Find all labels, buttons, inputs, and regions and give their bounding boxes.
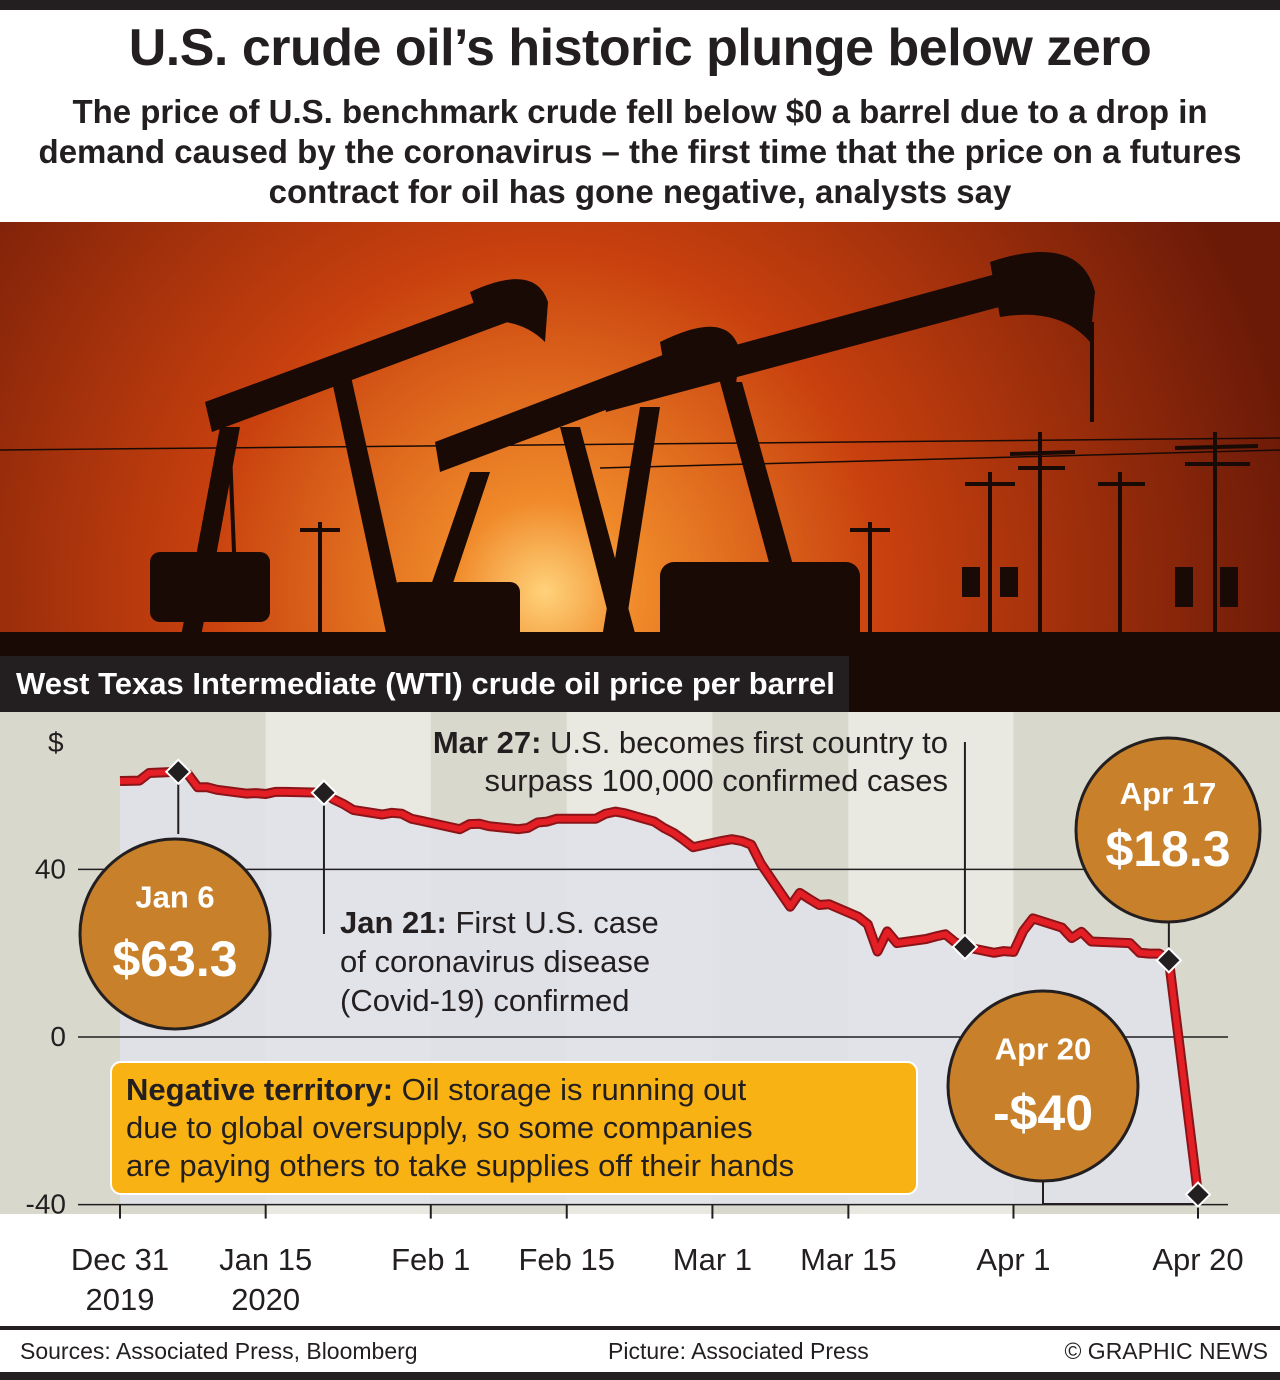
page-title: U.S. crude oil’s historic plunge below z… <box>128 19 1152 77</box>
footer-copyright: © GRAPHIC NEWS <box>1064 1338 1268 1364</box>
mar27-note-line2: surpass 100,000 confirmed cases <box>484 763 948 798</box>
event-marker <box>1184 1181 1212 1208</box>
apr20-bubble <box>946 989 1140 1183</box>
event-marker <box>310 779 338 807</box>
negative-note: Negative territory: Oil storage is runni… <box>126 1072 747 1107</box>
x-tick-label: Apr 1 <box>976 1242 1050 1277</box>
negative-note-part: Negative territory: <box>126 1072 393 1107</box>
y-tick-label: 40 <box>35 853 66 884</box>
x-tick-label: Dec 31 <box>71 1242 169 1277</box>
wti-price-chart: 40 0 -40 $ Dec 31 2019 Jan 15 2020 Feb 1 Feb 15 Ma… <box>0 712 1280 1324</box>
x-tick-label: Feb 1 <box>391 1242 470 1277</box>
jan6-price: $63.3 <box>112 931 237 987</box>
negative-note-line2: due to global oversupply, so some compan… <box>126 1110 753 1145</box>
apr17-date: Apr 17 <box>1120 776 1216 811</box>
top-rule <box>0 0 1280 10</box>
jan6-bubble <box>78 837 272 1031</box>
negative-note-line3: are paying others to take supplies off t… <box>126 1148 794 1183</box>
price-line <box>119 768 1201 1195</box>
bottom-rule <box>0 1372 1280 1380</box>
x-tick-label: Mar 15 <box>800 1242 896 1277</box>
jan21-note-line3: (Covid-19) confirmed <box>340 983 629 1018</box>
page-subtitle: The price of U.S. benchmark crude fell b… <box>38 93 1242 210</box>
event-marker <box>1155 946 1183 974</box>
x-tick-label-year: 2020 <box>231 1282 300 1317</box>
x-tick-label: Apr 20 <box>1152 1242 1243 1277</box>
event-marker <box>164 758 192 786</box>
y-tick-label: 0 <box>50 1021 66 1052</box>
x-tick-label: Jan 15 <box>219 1242 312 1277</box>
x-tick-label: Feb 15 <box>518 1242 615 1277</box>
y-tick-label: -40 <box>26 1189 66 1220</box>
jan21-note-line2: of coronavirus disease <box>340 944 650 979</box>
chart-svg: 40 0 -40 $ Dec 31 2019 Jan 15 2020 Feb 1 Feb 15 Ma… <box>0 712 1280 1317</box>
apr17-bubble <box>1074 736 1262 924</box>
apr20-date: Apr 20 <box>995 1031 1091 1066</box>
mar27-note-part: Mar 27: <box>433 725 542 760</box>
footer-sources: Sources: Associated Press, Bloomberg <box>20 1338 418 1364</box>
event-marker <box>951 933 979 961</box>
mar27-note: Mar 27: U.S. becomes first country to <box>433 725 948 760</box>
jan21-note: Jan 21: First U.S. case <box>340 905 659 940</box>
apr17-price: $18.3 <box>1105 821 1230 877</box>
footer-picture-credit: Picture: Associated Press <box>608 1338 869 1364</box>
oil-pumpjack-photo <box>0 222 1280 712</box>
y-axis-unit: $ <box>48 727 64 758</box>
mar27-note-part: U.S. becomes first country to <box>541 725 948 760</box>
jan21-note-part: First U.S. case <box>447 905 659 940</box>
jan21-note-part: Jan 21: <box>340 905 447 940</box>
jan6-date: Jan 6 <box>135 879 214 914</box>
negative-note-part: Oil storage is running out <box>393 1072 747 1107</box>
chart-title: West Texas Intermediate (WTI) crude oil … <box>0 656 849 712</box>
x-tick-label: Mar 1 <box>673 1242 752 1277</box>
x-tick-label-year: 2019 <box>86 1282 155 1317</box>
apr20-price: -$40 <box>993 1085 1093 1141</box>
negative-territory-box <box>110 1061 918 1195</box>
footer-rule <box>0 1326 1280 1330</box>
